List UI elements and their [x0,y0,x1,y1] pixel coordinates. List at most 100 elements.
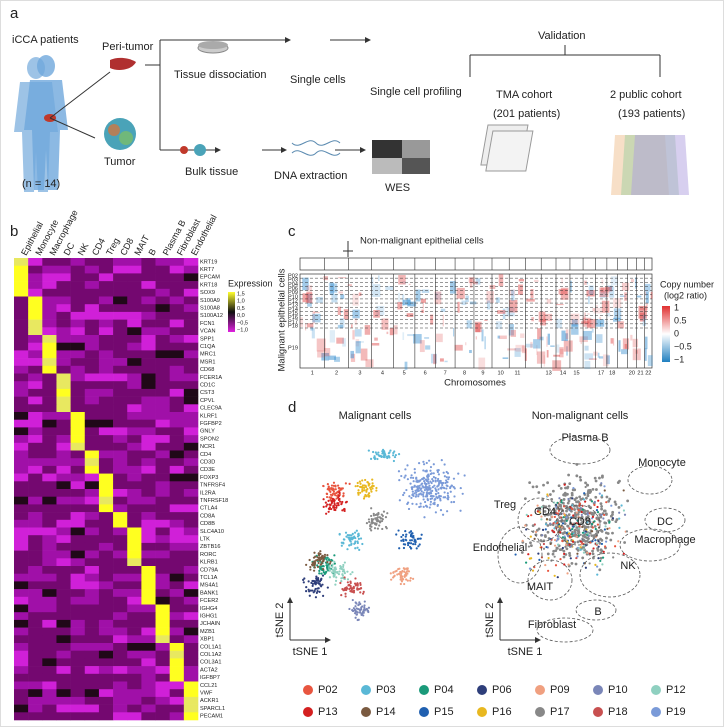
heatmap-cell [70,465,86,474]
cell-dot [422,460,425,463]
heatmap-cell [141,535,156,544]
cnv-patch [634,277,638,289]
cell-dot [586,494,590,498]
cell-dot [556,501,559,504]
heatmap-cell [141,673,156,682]
cell-dot [599,502,603,506]
cnv-patch [355,339,360,347]
cluster-outline [627,465,673,495]
cell-dot [414,495,417,498]
cnv-patch [638,305,647,319]
cell-dot [379,454,382,457]
cell-dot [362,497,366,500]
heatmap-cell [141,465,156,474]
cell-dot [450,500,453,504]
axis-label: tSNE 2 [484,603,496,638]
heatmap-cell [127,635,142,644]
cell-dot [407,541,410,544]
cell-dot [548,508,551,511]
heatmap-cell [56,542,71,551]
heatmap-cell [113,658,128,667]
cnv-patch [381,318,389,330]
heatmap-cell [14,273,29,282]
cell-dot [575,535,578,538]
cell-dot [327,510,330,513]
heatmap-cell [127,527,142,536]
heatmap-cell [84,450,100,459]
cell-dot [570,509,573,513]
heatmap-cell [155,350,170,359]
cnv-patch [596,334,603,343]
cell-dot [596,548,600,552]
heatmap-cell [84,358,100,367]
cnv-patch [555,303,564,306]
cell-dot [365,495,368,498]
cell-dot [570,516,573,519]
cell-dot [418,486,421,490]
heatmap-cell [70,527,86,536]
heatmap-cell [155,612,170,621]
legend-label: P16 [492,706,512,718]
cluster-outline [497,526,543,584]
cell-dot [623,541,627,544]
cell-dot [562,516,565,519]
heatmap-cell [169,542,185,551]
label: Validation [538,30,586,42]
heatmap-cell [183,519,199,528]
legend-label: P12 [666,684,686,696]
cell-dot [586,521,589,524]
cnv-patch [371,276,374,284]
cell-dot [330,488,333,491]
heatmap-cell [70,304,86,313]
cnv-patch [328,282,331,291]
cell-dot [439,499,442,502]
cell-dot [446,497,449,500]
cnv-patch [461,300,467,306]
heatmap-cell [28,519,43,528]
cell-dot [589,552,592,555]
heatmap-cell [127,650,142,659]
cell-dot [384,516,388,519]
cell-dot [429,495,432,498]
cell-dot [357,491,360,494]
cell-dot [452,500,456,504]
heatmap-cell [56,435,71,444]
cell-dot [435,495,438,499]
cell-dot [414,540,417,544]
heatmap-cell [155,712,170,721]
cell-dot [577,510,581,514]
cell-dot [568,509,571,512]
heatmap-cell [56,304,71,313]
cell-dot [599,551,603,555]
cell-dot [406,568,409,571]
heatmap-cell [169,627,185,636]
heatmap-cell [155,673,170,682]
cnv-patch [329,282,335,295]
heatmap-cell [98,650,114,659]
heatmap-cell [127,581,142,590]
cnv-patch [469,349,472,354]
cnv-patch [510,329,517,337]
cell-dot [595,488,598,491]
cell-dot [332,484,335,487]
cell-dot [545,518,549,521]
cell-dot [538,558,541,561]
heatmap-cell [183,704,199,713]
heatmap-cell [127,596,142,605]
cnv-patch [310,326,314,331]
heatmap-cell [42,681,57,690]
heatmap-cell [113,666,128,675]
heatmap-cell [98,281,114,290]
cell-dot [367,606,371,609]
gene-label: CD8B [200,521,215,527]
heatmap-cell [98,689,114,698]
cell-dot [348,544,351,547]
cell-dot [364,484,367,487]
cell-dot [328,508,331,511]
cell-dot [442,486,445,489]
cell-dot [575,511,578,514]
heatmap-cell [169,350,185,359]
cell-dot [378,516,381,519]
cell-dot [413,484,416,487]
heatmap-cell [84,619,100,628]
